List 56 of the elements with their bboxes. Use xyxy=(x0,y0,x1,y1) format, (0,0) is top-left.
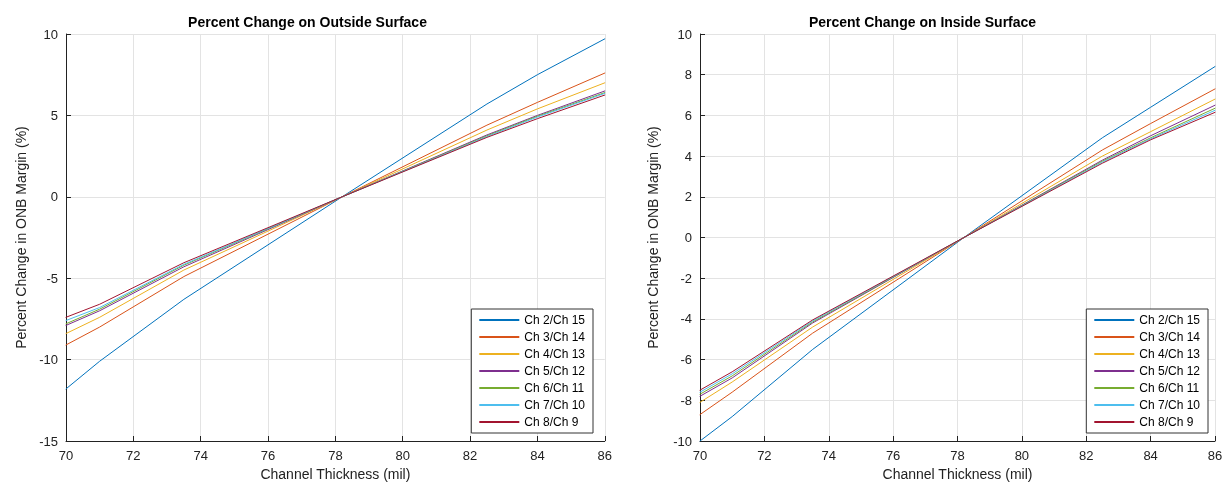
legend-label: Ch 8/Ch 9 xyxy=(1139,415,1194,429)
x-tick-label: 72 xyxy=(757,448,772,463)
legend-label: Ch 4/Ch 13 xyxy=(1139,347,1201,361)
chart-title: Percent Change on Inside Surface xyxy=(808,14,1037,30)
legend-label: Ch 3/Ch 14 xyxy=(524,330,586,344)
x-tick-label: 78 xyxy=(328,448,343,463)
x-axis-title: Channel Thickness (mil) xyxy=(882,465,1033,482)
legend-label: Ch 4/Ch 13 xyxy=(524,347,586,361)
legend-label: Ch 2/Ch 15 xyxy=(524,313,586,327)
x-tick-label: 86 xyxy=(597,448,612,463)
legend-label: Ch 6/Ch 11 xyxy=(524,381,585,395)
x-tick-label: 80 xyxy=(1014,448,1030,463)
x-tick-label: 84 xyxy=(1143,448,1158,463)
y-tick-label: -8 xyxy=(680,392,692,408)
y-tick-label: 10 xyxy=(43,26,58,42)
legend-label: Ch 5/Ch 12 xyxy=(1139,364,1201,378)
x-tick-label: 84 xyxy=(530,448,545,463)
x-tick-label: 74 xyxy=(193,448,208,463)
x-tick-label: 70 xyxy=(692,448,708,463)
y-tick-label: 2 xyxy=(684,189,692,205)
y-axis-title: Percent Change in ONB Margin (%) xyxy=(13,126,29,349)
x-tick-label: 80 xyxy=(395,448,410,463)
x-tick-label: 76 xyxy=(260,448,276,463)
x-tick-label: 82 xyxy=(462,448,478,463)
legend-label: Ch 3/Ch 14 xyxy=(1139,330,1201,344)
x-tick-label: 72 xyxy=(126,448,141,463)
legend-label: Ch 2/Ch 15 xyxy=(1139,313,1201,327)
line-series xyxy=(65,38,606,390)
legend-label: Ch 6/Ch 11 xyxy=(1139,381,1200,395)
x-tick-label: 70 xyxy=(58,448,74,463)
x-axis-title: Channel Thickness (mil) xyxy=(260,465,411,482)
x-tick-label: 82 xyxy=(1079,448,1094,463)
x-tick-label: 76 xyxy=(885,448,901,463)
y-tick-label: -10 xyxy=(673,433,692,449)
y-tick-label: 0 xyxy=(50,189,58,205)
y-tick-label: 4 xyxy=(684,148,692,164)
x-tick-label: 86 xyxy=(1207,448,1223,463)
y-tick-label: -2 xyxy=(680,270,692,286)
legend-label: Ch 7/Ch 10 xyxy=(524,398,586,412)
x-tick-label: 78 xyxy=(950,448,965,463)
legend-label: Ch 7/Ch 10 xyxy=(1139,398,1201,412)
y-tick-label: 6 xyxy=(684,107,692,123)
y-tick-label: 10 xyxy=(677,26,692,42)
y-tick-label: -4 xyxy=(680,311,692,327)
legend-label: Ch 8/Ch 9 xyxy=(524,415,579,429)
y-tick-label: -10 xyxy=(39,352,58,368)
y-tick-label: 5 xyxy=(50,107,58,123)
chart-title: Percent Change on Outside Surface xyxy=(188,14,428,30)
legend-label: Ch 5/Ch 12 xyxy=(524,364,586,378)
y-tick-label: -6 xyxy=(680,352,692,368)
y-axis-title: Percent Change in ONB Margin (%) xyxy=(645,126,661,349)
y-tick-label: -5 xyxy=(46,270,58,286)
y-tick-label: -15 xyxy=(39,433,58,449)
y-tick-label: 0 xyxy=(684,230,692,245)
x-tick-label: 74 xyxy=(821,448,836,463)
y-tick-label: 8 xyxy=(684,67,692,83)
